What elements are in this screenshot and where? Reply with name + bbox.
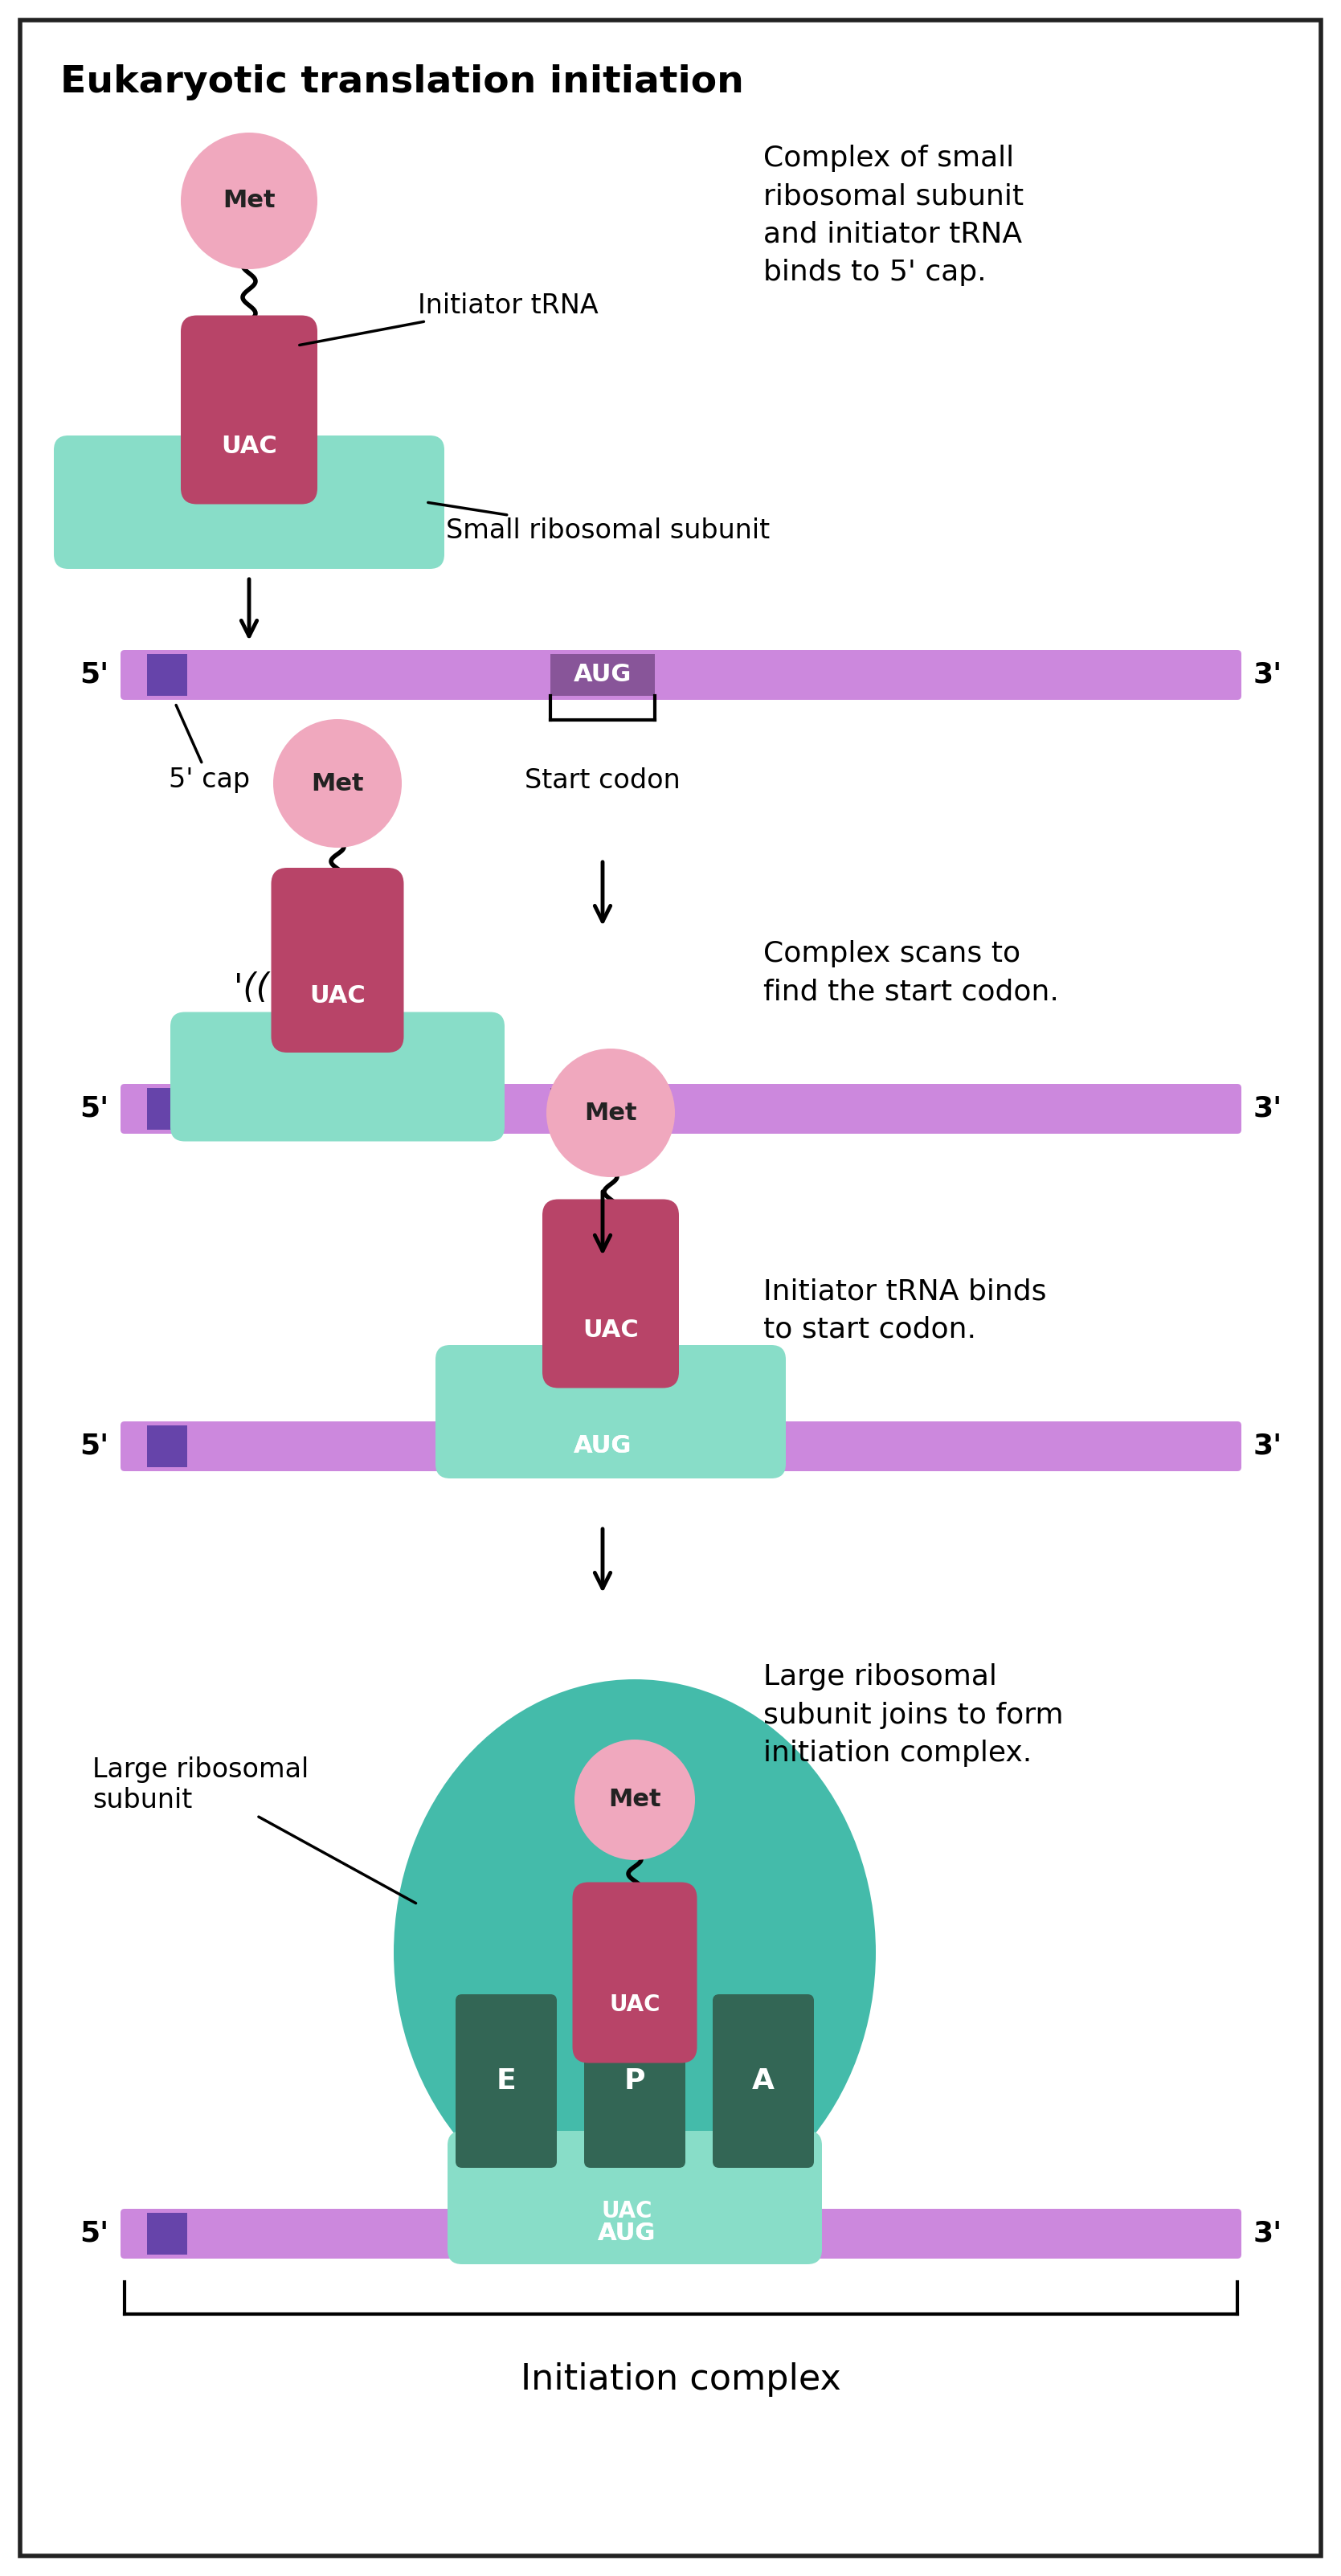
Text: 3': 3'	[1254, 2221, 1282, 2246]
Text: '((: '((	[233, 971, 270, 1005]
FancyBboxPatch shape	[181, 314, 318, 505]
Circle shape	[574, 1739, 695, 1860]
Text: Complex scans to
find the start codon.: Complex scans to find the start codon.	[763, 940, 1059, 1005]
Text: Small ribosomal subunit: Small ribosomal subunit	[428, 502, 770, 544]
Text: Initiator tRNA: Initiator tRNA	[299, 294, 598, 345]
FancyBboxPatch shape	[121, 1084, 1242, 1133]
FancyBboxPatch shape	[573, 1883, 697, 2063]
Text: UAC: UAC	[582, 1319, 638, 1342]
Text: Large ribosomal
subunit: Large ribosomal subunit	[93, 1757, 416, 1904]
Text: Start codon: Start codon	[524, 768, 680, 793]
Text: UAC: UAC	[310, 984, 366, 1007]
Text: Met: Met	[311, 773, 363, 796]
Bar	[550, 654, 654, 696]
Bar	[550, 1087, 654, 1131]
Text: 5': 5'	[79, 662, 109, 688]
FancyBboxPatch shape	[121, 649, 1242, 701]
Text: Met: Met	[585, 1100, 637, 1126]
FancyBboxPatch shape	[436, 1345, 786, 1479]
Text: 5': 5'	[79, 1432, 109, 1461]
Text: Initiator tRNA binds
to start codon.: Initiator tRNA binds to start codon.	[763, 1278, 1046, 1342]
Ellipse shape	[394, 1680, 876, 2226]
Bar	[148, 654, 188, 696]
Text: Initiation complex: Initiation complex	[520, 2362, 841, 2396]
Text: E: E	[496, 2069, 516, 2094]
Text: 3': 3'	[1254, 662, 1282, 688]
FancyBboxPatch shape	[456, 1994, 557, 2169]
FancyBboxPatch shape	[542, 1200, 679, 1388]
Text: AUG: AUG	[574, 1435, 632, 1458]
Circle shape	[274, 719, 402, 848]
Text: AUG: AUG	[574, 662, 632, 688]
Bar	[148, 1087, 188, 1131]
Text: Met: Met	[609, 1788, 661, 1811]
FancyBboxPatch shape	[585, 1994, 685, 2169]
Text: AUG: AUG	[598, 2223, 656, 2246]
FancyBboxPatch shape	[121, 2208, 1242, 2259]
Text: Complex of small
ribosomal subunit
and initiator tRNA
binds to 5' cap.: Complex of small ribosomal subunit and i…	[763, 144, 1023, 286]
Text: 3': 3'	[1254, 1432, 1282, 1461]
Text: 5': 5'	[79, 1095, 109, 1123]
FancyBboxPatch shape	[54, 435, 444, 569]
Text: UAC: UAC	[601, 2200, 652, 2223]
Text: Eukaryotic translation initiation: Eukaryotic translation initiation	[60, 64, 744, 100]
Text: Met: Met	[223, 188, 275, 214]
Text: 3': 3'	[1254, 1095, 1282, 1123]
Text: UAC: UAC	[221, 435, 278, 459]
FancyBboxPatch shape	[121, 1422, 1242, 1471]
Text: 5' cap: 5' cap	[169, 706, 249, 793]
Text: AUG: AUG	[574, 1435, 632, 1458]
FancyBboxPatch shape	[712, 1994, 814, 2169]
Text: P: P	[624, 2069, 645, 2094]
Text: Large ribosomal
subunit joins to form
initiation complex.: Large ribosomal subunit joins to form in…	[763, 1664, 1063, 1767]
Text: AUG: AUG	[574, 1097, 632, 1121]
Text: 5': 5'	[79, 2221, 109, 2246]
Circle shape	[546, 1048, 675, 1177]
Bar	[550, 1425, 654, 1468]
FancyBboxPatch shape	[271, 868, 404, 1054]
Bar	[574, 2213, 679, 2254]
Text: A: A	[752, 2069, 775, 2094]
FancyBboxPatch shape	[448, 2130, 822, 2264]
Text: UAC: UAC	[609, 1994, 660, 2017]
Text: AUG: AUG	[598, 2223, 656, 2246]
Bar	[148, 2213, 188, 2254]
FancyBboxPatch shape	[170, 1012, 504, 1141]
Bar	[148, 1425, 188, 1468]
Circle shape	[181, 131, 318, 268]
